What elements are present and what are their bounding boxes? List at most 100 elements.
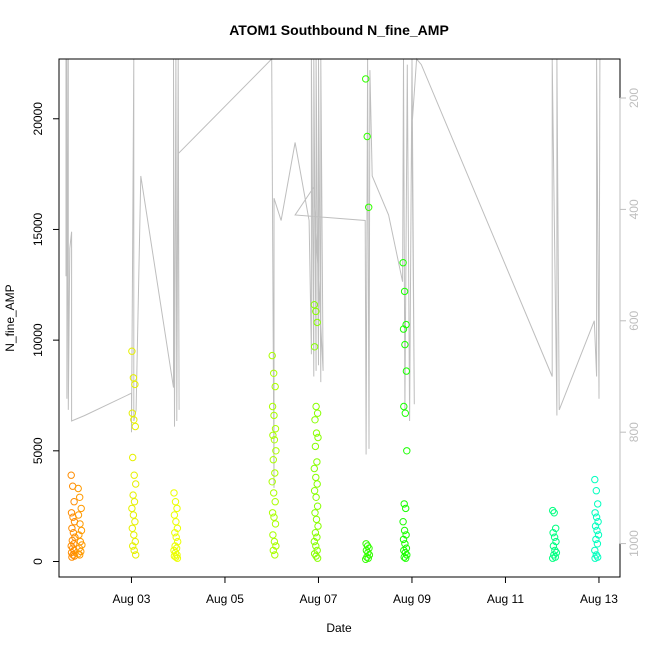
data-point <box>271 520 280 528</box>
data-point <box>171 529 179 537</box>
data-point <box>312 473 320 482</box>
data-point <box>365 203 373 212</box>
data-point <box>129 374 138 382</box>
data-point <box>131 422 140 431</box>
x-tick-label: Aug 09 <box>393 592 431 606</box>
data-point <box>67 509 76 517</box>
data-point <box>269 546 277 555</box>
right-tick-label: 400 <box>627 199 641 219</box>
data-point <box>129 542 137 550</box>
data-point <box>76 520 84 528</box>
data-point <box>128 347 136 355</box>
data-point <box>128 409 137 417</box>
data-point <box>592 487 600 495</box>
data-point <box>313 502 322 510</box>
data-point <box>74 484 82 493</box>
data-point <box>399 325 408 333</box>
data-point <box>74 550 82 558</box>
data-point <box>74 511 83 519</box>
data-point <box>131 518 139 526</box>
right-axis-series-line <box>65 57 601 488</box>
data-point <box>130 546 138 555</box>
data-point <box>312 402 320 411</box>
data-point <box>310 487 319 495</box>
data-point <box>76 551 84 559</box>
data-point <box>130 416 138 424</box>
data-point <box>549 529 557 537</box>
data-point <box>129 491 137 499</box>
x-tick-label: Aug 05 <box>206 592 244 606</box>
data-point <box>313 318 321 327</box>
data-point <box>172 533 180 541</box>
data-point <box>128 504 136 513</box>
data-point <box>550 551 558 559</box>
plot-frame <box>58 58 621 578</box>
x-axis-label: Date <box>326 621 352 635</box>
right-tick-label: 800 <box>627 422 641 442</box>
data-point <box>549 542 558 550</box>
data-point <box>593 540 602 548</box>
data-point <box>591 475 599 484</box>
data-point <box>312 552 320 560</box>
data-point <box>402 367 411 375</box>
data-point <box>271 425 280 433</box>
data-point <box>76 493 84 501</box>
right-tick-label: 200 <box>627 88 641 108</box>
data-point <box>313 458 321 466</box>
x-tick-label: Aug 11 <box>487 592 524 606</box>
data-point <box>310 464 318 473</box>
data-point <box>272 447 280 455</box>
data-point <box>400 500 408 508</box>
data-point <box>271 498 279 506</box>
data-point <box>592 513 601 521</box>
data-point <box>68 524 76 532</box>
data-point <box>268 351 276 360</box>
data-point <box>129 453 137 462</box>
right-tick-label: 600 <box>627 310 641 330</box>
data-point <box>592 551 600 559</box>
x-tick-label: Aug 07 <box>299 592 337 606</box>
data-point <box>311 529 320 537</box>
data-point <box>312 515 321 524</box>
data-point <box>363 132 371 141</box>
data-point <box>270 411 278 420</box>
data-point <box>173 554 182 562</box>
data-point <box>549 554 557 562</box>
data-point <box>310 537 318 546</box>
data-point <box>130 498 139 506</box>
data-point <box>314 522 322 530</box>
data-point <box>551 546 559 555</box>
data-point <box>172 518 180 526</box>
data-point <box>75 531 83 539</box>
data-point <box>270 489 278 497</box>
data-point <box>312 542 320 550</box>
data-point <box>594 500 602 508</box>
data-point <box>268 402 277 411</box>
data-point <box>270 513 278 521</box>
data-point <box>270 436 279 444</box>
data-point <box>171 498 180 506</box>
data-point <box>362 555 370 563</box>
data-point <box>268 478 276 486</box>
data-point <box>401 340 409 349</box>
data-point <box>593 526 601 535</box>
y-tick-label: 0 <box>31 558 45 565</box>
data-point <box>550 509 558 517</box>
data-point <box>130 531 138 539</box>
data-point <box>549 506 557 515</box>
data-point <box>270 537 279 546</box>
data-point <box>170 511 179 519</box>
data-point <box>402 504 410 513</box>
chart-title: ATOM1 Southbound N_fine_AMP <box>229 22 449 38</box>
y-axis-label: N_fine_AMP <box>3 284 17 351</box>
data-point <box>400 287 409 296</box>
x-tick-label: Aug 13 <box>580 592 618 606</box>
data-point <box>312 493 320 501</box>
data-point <box>271 551 279 559</box>
data-point <box>170 489 178 497</box>
data-point <box>77 547 85 556</box>
data-point <box>128 524 137 532</box>
data-point <box>68 553 76 561</box>
right-axis-line <box>65 57 601 488</box>
x-axis: Aug 03 Aug 05 Aug 07 Aug 09 Aug 11 Aug 13 <box>112 576 618 606</box>
